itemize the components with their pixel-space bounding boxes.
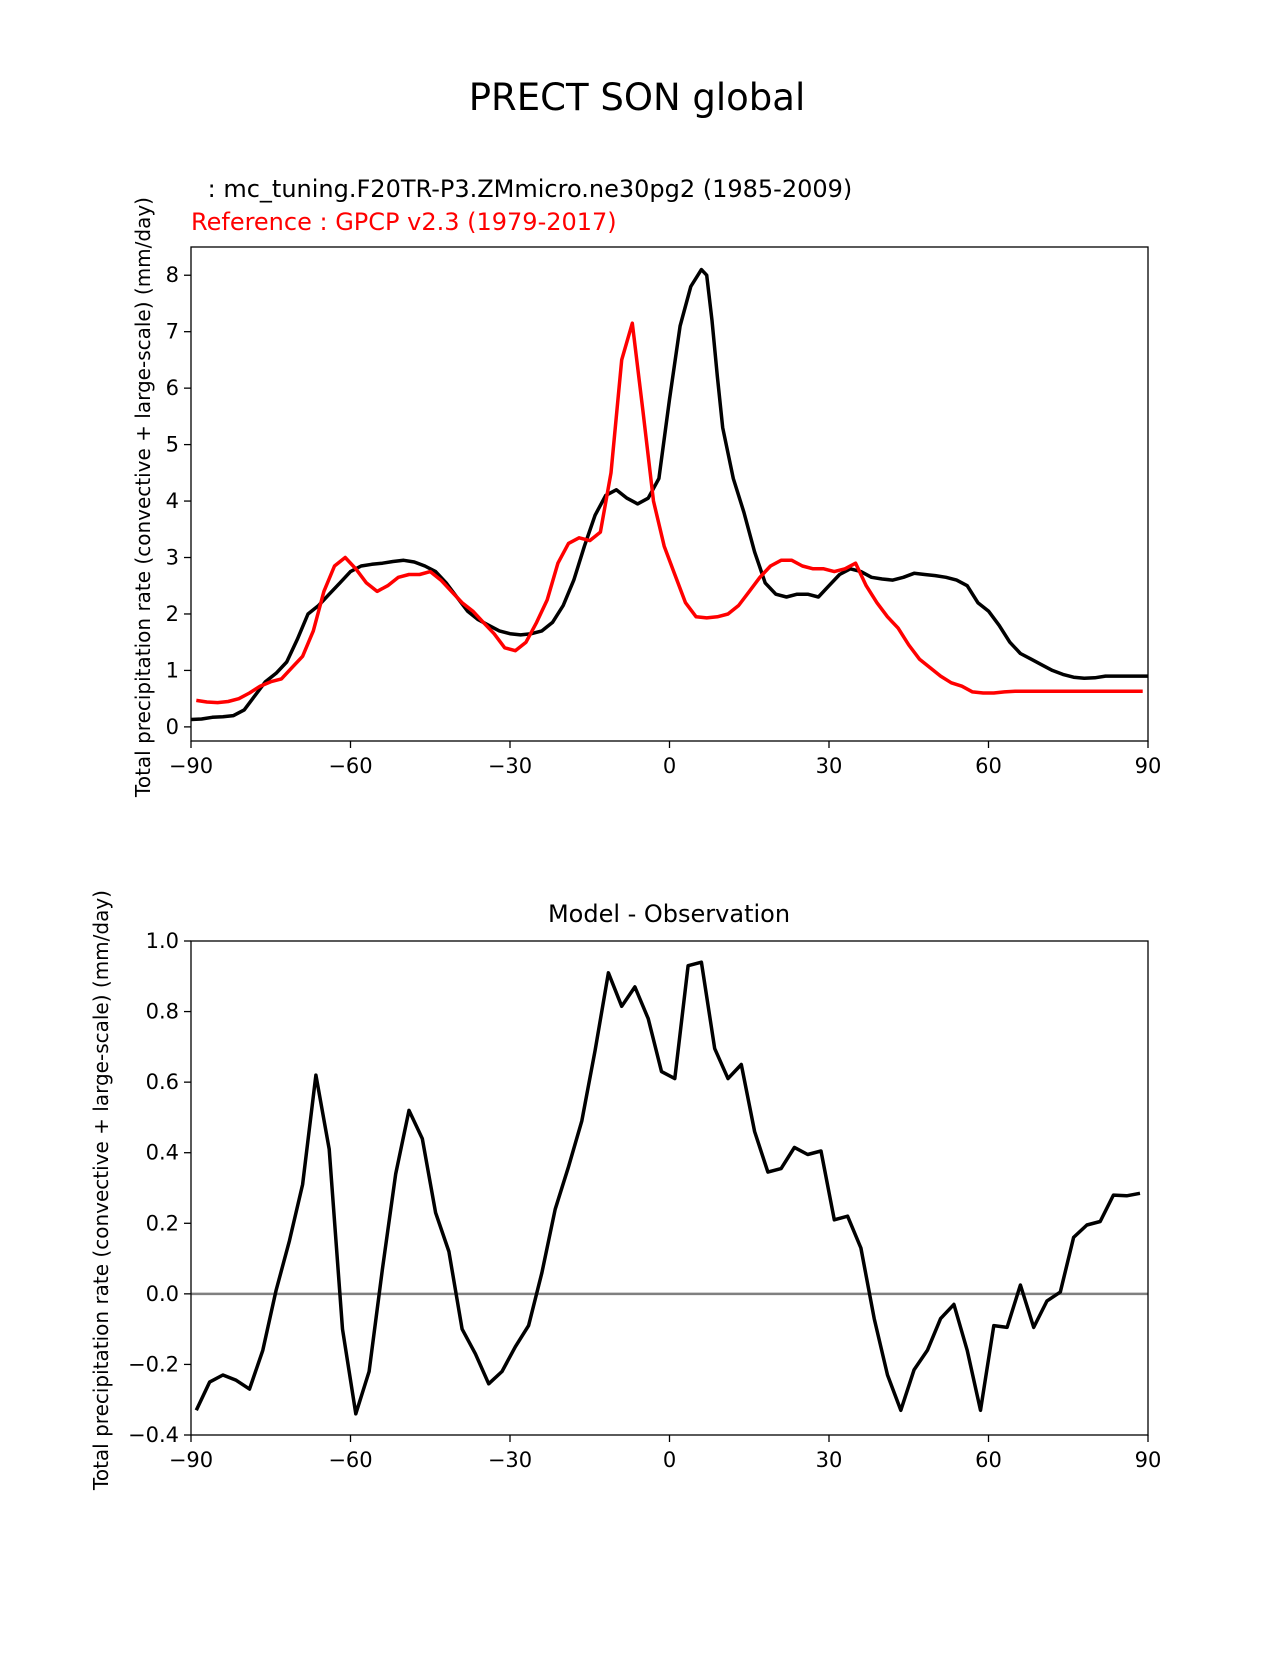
x-tick-label: −90 (169, 1448, 213, 1472)
reference-label: Reference : GPCP v2.3 (1979-2017) (191, 208, 617, 236)
x-tick-label: 0 (663, 1448, 676, 1472)
y-tick-label: 7 (166, 320, 179, 344)
test-label: : mc_tuning.F20TR-P3.ZMmicro.ne30pg2 (19… (200, 175, 852, 203)
y-tick-label: 0.2 (146, 1211, 179, 1235)
series-line-0 (194, 960, 1141, 1416)
figure-title: PRECT SON global (469, 76, 806, 119)
series-line-1 (196, 321, 1143, 705)
y-tick-label: 0.4 (146, 1141, 179, 1165)
x-tick-label: −30 (488, 1448, 532, 1472)
difference-title: Model - Observation (548, 900, 790, 928)
chart-zonal-mean: : mc_tuning.F20TR-P3.ZMmicro.ne30pg2 (19… (131, 175, 1161, 798)
y-tick-label: 0.0 (146, 1282, 179, 1306)
x-tick-label: −90 (169, 754, 213, 778)
x-tick-label: 90 (1135, 754, 1162, 778)
y-tick-label: 8 (166, 263, 179, 287)
x-tick-label: 0 (663, 754, 676, 778)
x-tick-label: 90 (1135, 1448, 1162, 1472)
x-tick-label: 30 (816, 1448, 843, 1472)
y-axis-label: Total precipitation rate (convective + l… (131, 197, 155, 798)
x-tick-label: −60 (328, 754, 372, 778)
y-tick-label: 4 (166, 489, 179, 513)
y-tick-label: 0 (166, 715, 179, 739)
y-tick-label: 1 (166, 658, 179, 682)
y-tick-label: 2 (166, 602, 179, 626)
plot-area: −90 −60 −30 0 30 60 90 −0.4 −0.2 0.0 0.2 0.4 0.6 0.8 1… (128, 929, 1161, 1472)
y-tick-label: −0.4 (128, 1423, 179, 1447)
x-tick-label: 60 (975, 1448, 1002, 1472)
y-tick-label: −0.2 (128, 1352, 179, 1376)
series-line-0 (190, 267, 1148, 722)
y-tick-label: 0.8 (146, 1000, 179, 1024)
plot-frame (190, 940, 1149, 1436)
plot-frame (190, 246, 1149, 742)
y-tick-label: 3 (166, 546, 179, 570)
plot-area: −90 −60 −30 0 30 60 90 0 1 2 3 4 5 6 7 8 (166, 246, 1162, 778)
y-tick-label: 1.0 (146, 929, 179, 953)
x-tick-label: 60 (975, 754, 1002, 778)
y-tick-label: 6 (166, 376, 179, 400)
x-tick-label: −60 (328, 1448, 372, 1472)
x-tick-label: 30 (816, 754, 843, 778)
x-tick-label: −30 (488, 754, 532, 778)
y-tick-label: 5 (166, 433, 179, 457)
y-tick-label: 0.6 (146, 1070, 179, 1094)
y-axis-label: Total precipitation rate (convective + l… (89, 890, 113, 1491)
chart-difference: Model - Observation Total precipitation … (89, 890, 1161, 1491)
